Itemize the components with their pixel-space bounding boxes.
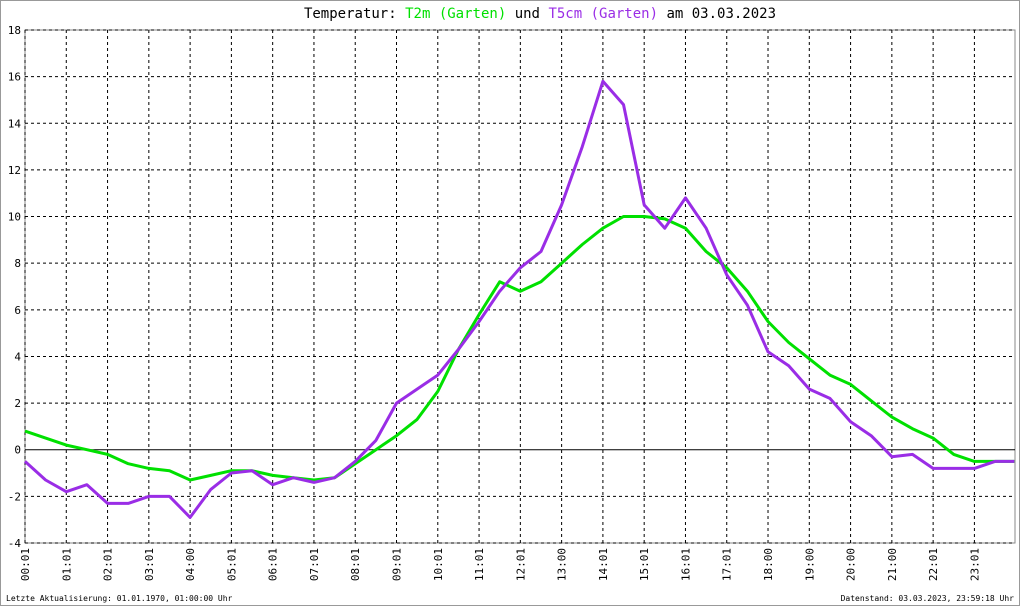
x-tick-label: 07:01: [308, 548, 321, 581]
y-tick-label: 4: [14, 350, 21, 363]
y-tick-label: -2: [8, 490, 21, 503]
x-tick-label: 00:01: [19, 548, 32, 581]
x-tick-label: 02:01: [102, 548, 115, 581]
title-series: T5cm (Garten): [548, 6, 658, 22]
chart-title: Temperatur: T2m (Garten) und T5cm (Garte…: [304, 6, 776, 22]
y-tick-label: 6: [14, 304, 21, 317]
x-tick-label: 14:01: [597, 548, 610, 581]
x-tick-label: 12:01: [514, 548, 527, 581]
line-series: [24, 215, 1015, 482]
x-tick-label: 21:00: [886, 548, 899, 581]
x-tick-label: 10:01: [432, 548, 445, 581]
y-tick-label: 8: [14, 257, 21, 270]
x-tick-label: 05:01: [225, 548, 238, 581]
x-tick-label: 18:00: [762, 548, 775, 581]
x-tick-label: 01:01: [60, 548, 73, 581]
y-tick-label: 14: [8, 117, 22, 130]
y-tick-label: 0: [14, 444, 21, 457]
x-tick-label: 20:00: [845, 548, 858, 581]
y-tick-label: 10: [8, 211, 21, 224]
title-series: T2m (Garten): [405, 6, 506, 22]
x-tick-label: 22:01: [927, 548, 940, 581]
y-tick-label: 16: [8, 71, 21, 84]
x-tick-label: 06:01: [267, 548, 280, 581]
x-tick-label: 11:01: [473, 548, 486, 581]
x-tick-label: 08:01: [349, 548, 362, 581]
x-tick-label: 13:00: [556, 548, 569, 581]
y-tick-label: 18: [8, 24, 21, 37]
y-tick-label: 12: [8, 164, 21, 177]
x-tick-label: 17:01: [721, 548, 734, 581]
x-tick-label: 03:01: [143, 548, 156, 581]
footer-left: Letzte Aktualisierung: 01.01.1970, 01:00…: [6, 594, 233, 603]
x-tick-label: 23:01: [968, 548, 981, 581]
x-tick-label: 04:00: [184, 548, 197, 581]
x-tick-label: 19:00: [803, 548, 816, 581]
y-tick-label: 2: [14, 397, 21, 410]
x-tick-label: 16:01: [679, 548, 692, 581]
title-suffix: am 03.03.2023: [666, 6, 776, 22]
footer-right: Datenstand: 03.03.2023, 23:59:18 Uhr: [841, 594, 1015, 603]
x-tick-label: 15:01: [638, 548, 651, 581]
title-prefix: Temperatur:: [304, 6, 397, 22]
title-join: und: [515, 6, 540, 22]
line-series: [23, 79, 1015, 519]
x-tick-label: 09:01: [391, 548, 404, 581]
y-tick-label: -4: [8, 537, 22, 550]
